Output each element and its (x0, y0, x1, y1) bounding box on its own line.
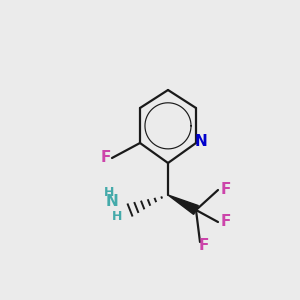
Text: F: F (221, 214, 231, 230)
Text: F: F (221, 182, 231, 197)
Text: F: F (101, 151, 111, 166)
Text: H: H (103, 185, 114, 199)
Text: F: F (199, 238, 209, 253)
Text: H: H (112, 209, 122, 223)
Text: N: N (105, 194, 118, 209)
Text: N: N (195, 134, 207, 148)
Polygon shape (168, 195, 198, 214)
